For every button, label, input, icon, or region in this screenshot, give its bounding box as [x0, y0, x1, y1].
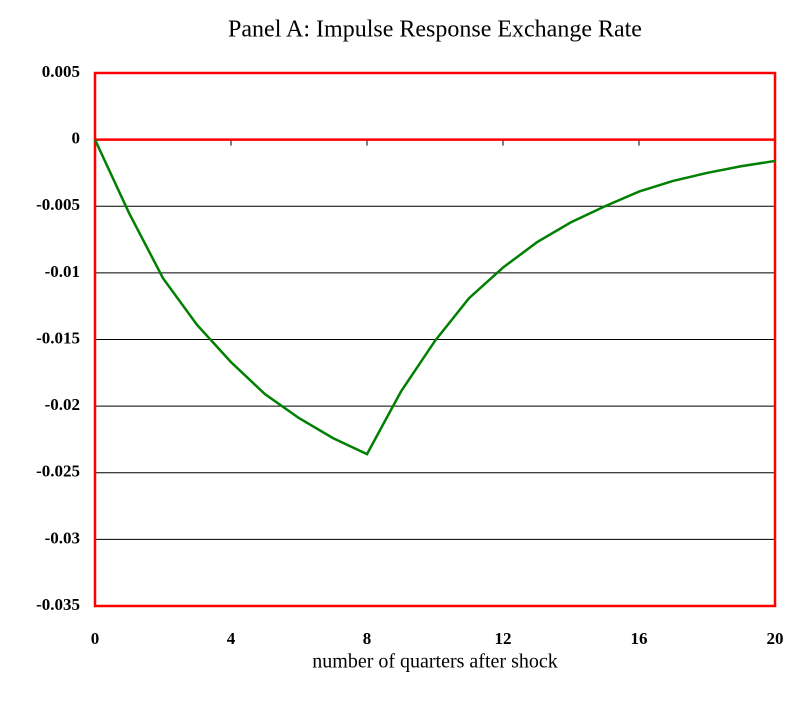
y-tick-label: -0.035: [36, 595, 80, 614]
x-tick-label: 0: [91, 629, 100, 648]
y-tick-label: -0.005: [36, 195, 80, 214]
x-tick-label: 8: [363, 629, 372, 648]
y-tick-label: -0.025: [36, 462, 80, 481]
y-tick-label: 0.005: [42, 62, 80, 81]
x-tick-label: 16: [631, 629, 648, 648]
y-tick-label: -0.03: [45, 528, 80, 547]
x-tick-label: 12: [495, 629, 512, 648]
chart-title: Panel A: Impulse Response Exchange Rate: [228, 17, 642, 43]
plot-frame: [93, 71, 777, 608]
y-tick-label: -0.015: [36, 328, 80, 347]
x-axis-label: number of quarters after shock: [312, 651, 557, 673]
x-tick-label: 20: [767, 629, 784, 648]
data-line: [93, 139, 776, 456]
y-tick-label: -0.01: [45, 262, 80, 281]
y-tick-label: 0: [72, 129, 81, 148]
x-tick-label: 4: [227, 629, 236, 648]
y-tick-label: -0.02: [45, 395, 80, 414]
